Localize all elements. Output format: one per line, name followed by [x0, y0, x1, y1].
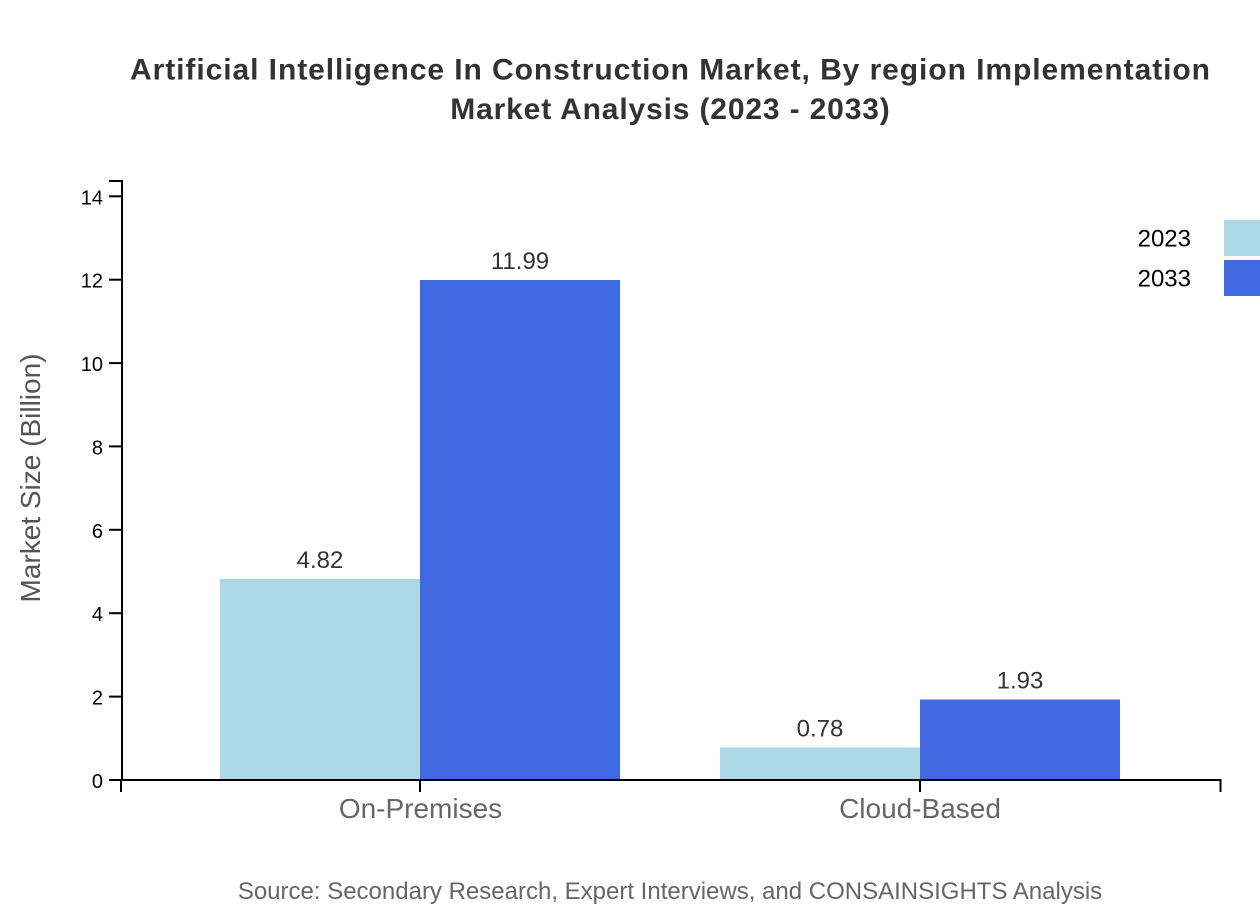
svg-text:On-Premises: On-Premises	[339, 793, 502, 824]
svg-text:Source: Secondary Research, Ex: Source: Secondary Research, Expert Inter…	[238, 878, 1102, 905]
svg-text:Market Analysis (2023 - 2033): Market Analysis (2023 - 2033)	[450, 93, 890, 126]
svg-text:10: 10	[81, 354, 103, 376]
svg-text:Market Size (Billion): Market Size (Billion)	[15, 354, 46, 603]
svg-text:2023: 2023	[1138, 226, 1191, 253]
svg-text:11.99: 11.99	[491, 248, 549, 275]
svg-text:6: 6	[92, 521, 103, 543]
svg-text:4.82: 4.82	[297, 547, 344, 574]
svg-text:0: 0	[92, 771, 103, 793]
svg-text:14: 14	[81, 187, 103, 209]
svg-text:2033: 2033	[1138, 266, 1191, 293]
svg-text:1.93: 1.93	[997, 668, 1044, 695]
svg-text:2: 2	[92, 688, 103, 710]
svg-text:0.78: 0.78	[797, 716, 844, 743]
svg-text:4: 4	[92, 604, 103, 626]
svg-text:Artificial Intelligence In Con: Artificial Intelligence In Construction …	[130, 54, 1210, 87]
svg-text:Cloud-Based: Cloud-Based	[839, 793, 1001, 824]
svg-text:12: 12	[81, 271, 103, 293]
svg-text:8: 8	[92, 437, 103, 459]
